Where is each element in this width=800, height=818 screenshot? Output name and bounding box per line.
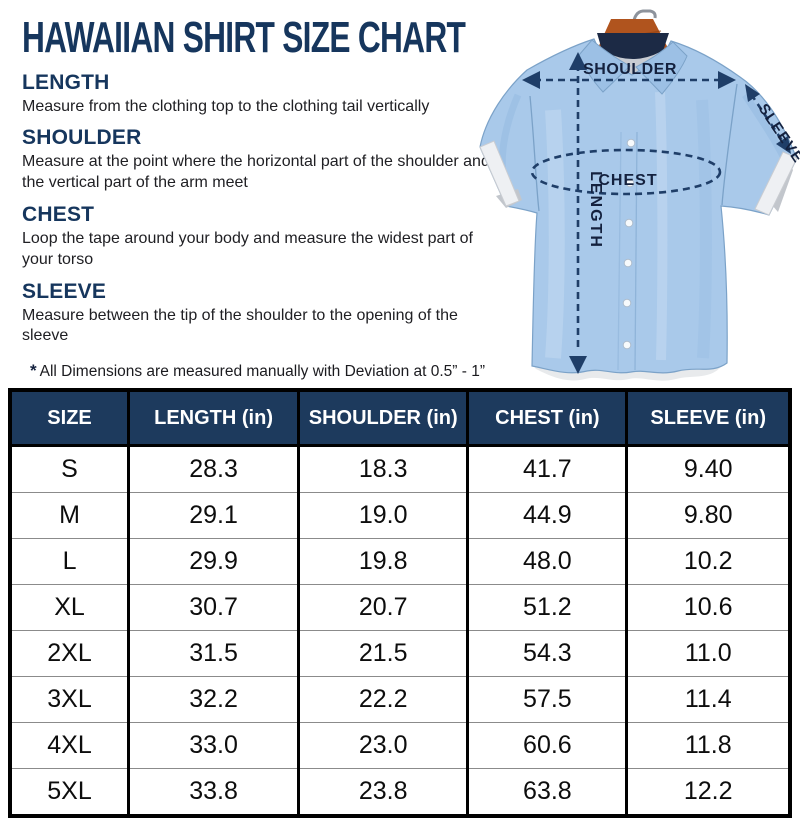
size-cell: S [10, 445, 129, 493]
measurement-cell: 21.5 [297, 630, 468, 677]
table-row: M 29.1 19.0 44.9 9.80 [10, 492, 790, 539]
table-row: XL 30.7 20.7 51.2 10.6 [10, 584, 790, 631]
table-header-cell: SLEEVE (in) [625, 390, 790, 447]
definition-description: Measure from the clothing top to the clo… [22, 97, 430, 115]
measurement-cell: 22.2 [297, 676, 468, 723]
measurement-cell: 18.3 [297, 445, 468, 493]
measurement-definitions: LENGTH Measure from the clothing top to t… [22, 71, 490, 348]
size-cell: XL [10, 584, 129, 631]
table-row: S 28.3 18.3 41.7 9.40 [10, 445, 790, 493]
size-cell: 5XL [10, 768, 129, 816]
measurement-cell: 19.0 [297, 492, 468, 539]
measurement-cell: 29.9 [127, 538, 299, 585]
arrowheads [522, 52, 791, 374]
definition-description: Loop the tape around your body and measu… [22, 229, 473, 268]
chest-ellipse [530, 148, 722, 196]
size-table: SIZE LENGTH (in) SHOULDER (in) CHEST (in) SL… [8, 388, 792, 818]
measurement-cell: 33.8 [127, 768, 299, 816]
measurement-cell: 10.2 [625, 538, 790, 585]
measurement-cell: 31.5 [127, 630, 299, 677]
sleeve-cuffs [479, 140, 798, 216]
definition-description: Measure at the point where the horizonta… [22, 153, 490, 192]
size-cell: 2XL [10, 630, 129, 677]
measurement-cell: 10.6 [625, 584, 790, 631]
table-row: 5XL 33.8 23.8 63.8 12.2 [10, 768, 790, 816]
measurement-cell: 28.3 [127, 445, 299, 493]
asterisk-icon: * [30, 361, 37, 381]
table-header-cell: LENGTH (in) [127, 390, 299, 447]
table-header-cell: CHEST (in) [466, 390, 627, 447]
measurement-cell: 33.0 [127, 722, 299, 769]
measurement-cell: 29.1 [127, 492, 299, 539]
definition-description: Measure between the tip of the shoulder … [22, 306, 458, 345]
measurement-cell: 48.0 [466, 538, 627, 585]
sleeve-arrow [749, 93, 787, 146]
definition-term: SHOULDER [22, 126, 142, 150]
measurement-cell: 19.8 [297, 538, 468, 585]
deviation-note: * All Dimensions are measured manually wi… [22, 361, 490, 381]
size-cell: 4XL [10, 722, 129, 769]
chest-label: CHEST [598, 172, 657, 189]
definition-term: SLEEVE [22, 279, 107, 303]
page-title: HAWAIIAN SHIRT SIZE CHART [22, 13, 466, 62]
shirt-diagram-svg: SHOULDER CHEST LENGTH SLEEVE [479, 9, 800, 381]
measurement-cell: 63.8 [466, 768, 627, 816]
fabric-shading [498, 91, 788, 361]
measurement-cell: 11.0 [625, 630, 790, 677]
deviation-note-text: All Dimensions are measured manually wit… [39, 363, 486, 381]
table-row: 2XL 31.5 21.5 54.3 11.0 [10, 630, 790, 677]
measurement-cell: 20.7 [297, 584, 468, 631]
measurement-cell: 60.6 [466, 722, 627, 769]
definition-term: CHEST [22, 202, 95, 226]
length-label: LENGTH [587, 171, 604, 249]
table-header-cell: SIZE [10, 390, 129, 447]
measurement-cell: 54.3 [466, 630, 627, 677]
measurement-cell: 11.4 [625, 676, 790, 723]
info-column: HAWAIIAN SHIRT SIZE CHART LENGTH Measure … [22, 14, 490, 381]
measurement-cell: 32.2 [127, 676, 299, 723]
table-row: L 29.9 19.8 48.0 10.2 [10, 538, 790, 585]
shoulder-label: SHOULDER [583, 61, 677, 78]
shirt-illustration: SHOULDER CHEST LENGTH SLEEVE [455, 0, 800, 390]
measurement-cell: 44.9 [466, 492, 627, 539]
size-cell: M [10, 492, 129, 539]
table-header-cell: SHOULDER (in) [297, 390, 468, 447]
measurement-cell: 41.7 [466, 445, 627, 493]
measurement-cell: 23.8 [297, 768, 468, 816]
measurement-cell: 11.8 [625, 722, 790, 769]
buttons [622, 138, 636, 350]
measurement-cell: 51.2 [466, 584, 627, 631]
shirt-seams [529, 83, 738, 371]
measurement-cell: 30.7 [127, 584, 299, 631]
measurement-cell: 9.80 [625, 492, 790, 539]
table-row: 3XL 32.2 22.2 57.5 11.4 [10, 676, 790, 723]
measurement-cell: 23.0 [297, 722, 468, 769]
size-table-header-row: SIZE LENGTH (in) SHOULDER (in) CHEST (in) SL… [10, 390, 790, 447]
size-table-body: S 28.3 18.3 41.7 9.40 M 29.1 19.0 44.9 9.80 L 29.9 1… [10, 445, 790, 816]
size-cell: L [10, 538, 129, 585]
measurement-cell: 57.5 [466, 676, 627, 723]
definition-term: LENGTH [22, 70, 110, 94]
size-cell: 3XL [10, 676, 129, 723]
measurement-cell: 9.40 [625, 445, 790, 493]
measurement-cell: 12.2 [625, 768, 790, 816]
size-chart-page: { "page": { "title": "HAWAIIAN SHIRT SIZ… [8, 0, 800, 818]
table-row: 4XL 33.0 23.0 60.6 11.8 [10, 722, 790, 769]
